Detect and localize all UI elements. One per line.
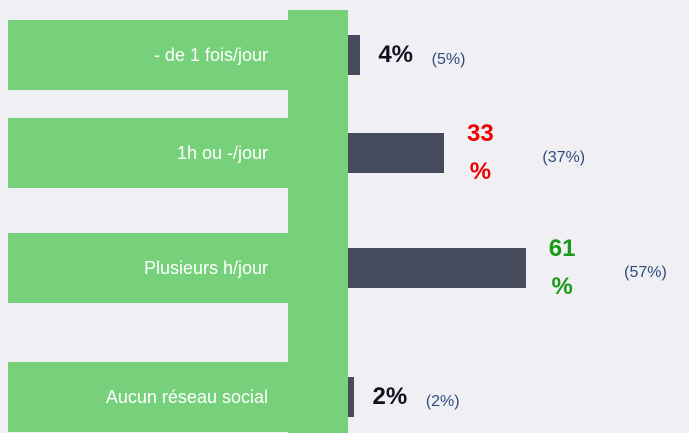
comparison-label: (2%) <box>425 393 460 410</box>
comparison-label: (37%) <box>542 149 586 166</box>
category-label: Plusieurs h/jour <box>8 233 300 303</box>
value-label: 33 % <box>467 120 494 185</box>
value-label: 2% <box>372 383 408 410</box>
category-label: 1h ou -/jour <box>8 118 300 188</box>
bar-group: 61 % (57%) <box>348 233 667 303</box>
value-label: 61 % <box>548 235 576 300</box>
bar <box>348 377 354 417</box>
row: 1h ou -/jour 33 % (37%) <box>0 118 689 188</box>
bar <box>348 133 445 173</box>
value-label: 4% <box>378 41 414 68</box>
comparison-label: (57%) <box>624 264 667 281</box>
comparison-label: (5%) <box>431 51 466 68</box>
bar-group: 33 % (37%) <box>348 118 585 188</box>
bar-group: 2% (2%) <box>348 362 460 432</box>
category-label: - de 1 fois/jour <box>8 20 300 90</box>
row: - de 1 fois/jour 4% (5%) <box>0 20 689 90</box>
bar-group: 4% (5%) <box>348 20 465 90</box>
bar <box>348 248 527 288</box>
row: Aucun réseau social 2% (2%) <box>0 362 689 432</box>
row: Plusieurs h/jour 61 % (57%) <box>0 233 689 303</box>
bar <box>348 35 360 75</box>
category-label: Aucun réseau social <box>8 362 300 432</box>
